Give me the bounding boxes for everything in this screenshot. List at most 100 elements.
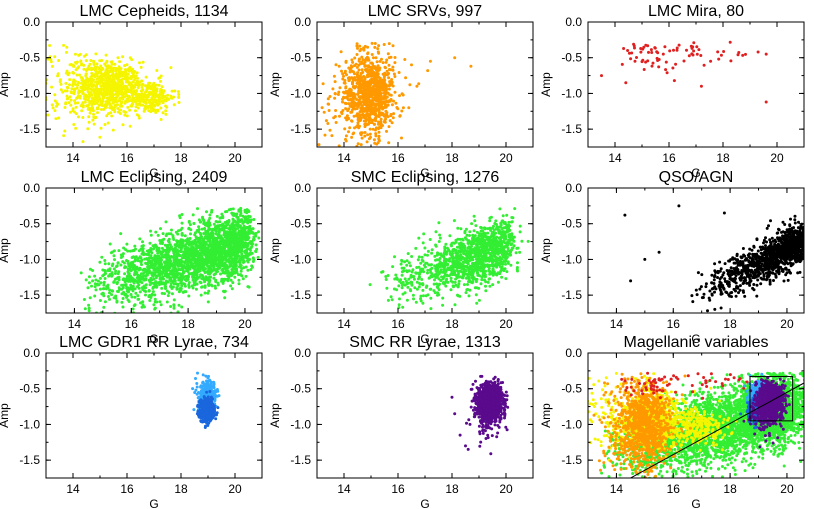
point-lmc-cepheids	[84, 98, 88, 102]
x-axis-label: G	[149, 332, 158, 346]
point-lmc-eclipsing	[244, 274, 248, 278]
point-lmc-cepheids	[101, 91, 105, 95]
y-tick-label: -0.5	[290, 51, 311, 65]
point-lmc-eclipsing	[236, 232, 240, 236]
point-lmc-cepheids	[80, 102, 84, 106]
point-lmc-eclipsing	[212, 257, 216, 260]
point-lmc-cepheids	[136, 106, 140, 110]
point-lmc-eclipsing	[227, 235, 231, 239]
point-lmc-cepheids	[164, 109, 168, 113]
point-lmc-eclipsing	[151, 257, 155, 261]
point-lmc-srvs	[379, 122, 383, 126]
point-lmc-eclipsing	[248, 226, 252, 230]
point-lmc-eclipsing	[162, 255, 166, 259]
point-lmc-eclipsing	[97, 283, 101, 287]
point-lmc-eclipsing	[140, 305, 144, 309]
point-lmc-eclipsing	[168, 259, 172, 263]
point-lmc-eclipsing	[187, 285, 191, 289]
point-lmc-eclipsing	[208, 223, 211, 226]
point-lmc-cepheids	[116, 82, 120, 86]
point-lmc-eclipsing	[172, 306, 176, 310]
point-lmc-eclipsing	[203, 227, 207, 230]
point-lmc-eclipsing	[108, 288, 112, 292]
point-lmc-cepheids	[82, 63, 86, 67]
point-lmc-eclipsing	[136, 257, 140, 260]
point-lmc-eclipsing	[110, 293, 114, 297]
point-lmc-eclipsing	[195, 282, 199, 286]
point-lmc-srvs	[371, 79, 374, 83]
point-lmc-eclipsing	[203, 284, 207, 288]
x-tick-label: 20	[499, 151, 513, 165]
point-lmc-eclipsing	[194, 272, 198, 276]
point-lmc-eclipsing	[133, 303, 137, 307]
point-lmc-cepheids	[77, 53, 81, 57]
point-lmc-srvs	[400, 109, 404, 113]
point-lmc-srvs	[376, 72, 380, 76]
point-lmc-cepheids	[80, 86, 84, 90]
point-lmc-cepheids	[126, 94, 130, 98]
point-lmc-srvs	[353, 126, 356, 130]
point-lmc-srvs	[377, 89, 381, 93]
point-lmc-cepheids	[87, 64, 91, 68]
point-lmc-cepheids	[87, 67, 91, 71]
point-lmc-eclipsing	[150, 293, 154, 297]
point-lmc-cepheids	[160, 85, 164, 89]
point-lmc-cepheids	[83, 100, 87, 104]
point-lmc-srvs	[388, 80, 392, 84]
point-lmc-eclipsing	[203, 291, 207, 295]
point-lmc-eclipsing	[117, 275, 121, 279]
point-lmc-srvs	[350, 119, 354, 123]
point-lmc-eclipsing	[239, 273, 243, 277]
point-lmc-cepheids	[50, 85, 54, 89]
point-lmc-cepheids	[140, 92, 144, 96]
point-lmc-cepheids	[147, 100, 151, 104]
point-lmc-srvs	[328, 95, 332, 98]
point-lmc-cepheids	[63, 106, 67, 109]
point-lmc-eclipsing	[114, 269, 118, 273]
point-lmc-eclipsing	[186, 237, 190, 241]
point-lmc-eclipsing	[133, 295, 137, 299]
point-lmc-mira	[672, 79, 676, 83]
point-lmc-eclipsing	[102, 287, 106, 291]
point-lmc-srvs	[369, 112, 373, 115]
point-lmc-eclipsing	[152, 303, 156, 307]
point-lmc-eclipsing	[243, 210, 247, 214]
point-lmc-cepheids	[90, 93, 94, 97]
point-lmc-cepheids	[73, 101, 77, 105]
point-lmc-cepheids	[95, 97, 99, 101]
point-lmc-eclipsing	[108, 242, 112, 246]
point-lmc-srvs	[359, 143, 363, 147]
point-lmc-eclipsing	[139, 259, 143, 263]
point-lmc-srvs	[348, 126, 352, 130]
point-lmc-cepheids	[65, 89, 69, 93]
point-lmc-eclipsing	[257, 236, 261, 240]
point-lmc-eclipsing	[174, 317, 177, 320]
point-lmc-eclipsing	[171, 234, 175, 238]
point-lmc-srvs	[370, 53, 374, 56]
point-lmc-cepheids	[83, 83, 87, 87]
point-lmc-cepheids	[80, 62, 83, 66]
point-lmc-eclipsing	[192, 248, 196, 252]
point-lmc-srvs	[393, 90, 397, 94]
point-lmc-cepheids	[72, 90, 76, 94]
point-lmc-cepheids	[113, 83, 117, 87]
point-lmc-eclipsing	[217, 235, 220, 239]
point-lmc-eclipsing	[196, 249, 199, 253]
point-lmc-eclipsing	[196, 207, 199, 211]
point-lmc-eclipsing	[207, 277, 211, 281]
x-tick-label: 14	[66, 151, 80, 165]
point-lmc-cepheids	[114, 103, 117, 107]
point-lmc-eclipsing	[164, 270, 167, 274]
point-lmc-cepheids	[74, 52, 77, 56]
point-lmc-eclipsing	[220, 241, 224, 245]
point-lmc-eclipsing	[214, 225, 218, 229]
point-lmc-eclipsing	[141, 240, 144, 244]
point-lmc-srvs	[373, 118, 377, 122]
point-lmc-cepheids	[95, 62, 99, 66]
point-lmc-eclipsing	[166, 246, 170, 250]
point-lmc-srvs	[391, 44, 395, 48]
point-lmc-cepheids	[48, 44, 52, 47]
point-lmc-eclipsing	[133, 244, 137, 248]
point-lmc-srvs	[377, 137, 381, 141]
